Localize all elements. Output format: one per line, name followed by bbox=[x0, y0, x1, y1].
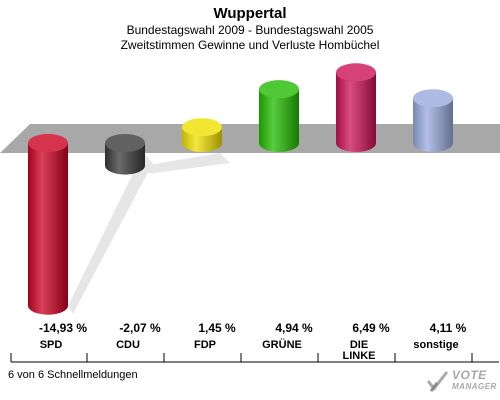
logo-text-manager: MANAGER bbox=[452, 382, 497, 391]
bar-grüne bbox=[259, 80, 299, 152]
value-label: 4,11 % bbox=[430, 321, 467, 335]
category-label: CDU bbox=[116, 339, 140, 351]
bar-bottom-cap bbox=[28, 296, 68, 315]
category-label: DIE bbox=[350, 339, 368, 351]
bar-bottom-cap bbox=[182, 134, 222, 152]
bar-body bbox=[336, 72, 376, 143]
bar-die-linke bbox=[336, 63, 376, 152]
category-label: LINKE bbox=[343, 350, 376, 362]
bar-top-cap bbox=[28, 134, 68, 152]
value-label: -14,93 % bbox=[39, 321, 87, 335]
bar-bottom-cap bbox=[259, 134, 299, 152]
chart-subtitle-elections: Bundestagswahl 2009 - Bundestagswahl 200… bbox=[126, 23, 374, 37]
bar-body bbox=[28, 143, 68, 306]
category-axis bbox=[10, 353, 499, 363]
vote-manager-logo: VOTE MANAGER bbox=[426, 367, 498, 395]
logo-text-vote: VOTE bbox=[452, 368, 487, 382]
bar-cdu bbox=[105, 134, 145, 175]
bar-top-cap bbox=[105, 134, 145, 152]
bars bbox=[28, 63, 453, 315]
value-labels: -14,93 % -2,07 % 1,45 % 4,94 % 6,49 % 4,11 % bbox=[39, 321, 467, 335]
bar-bottom-cap bbox=[105, 156, 145, 175]
category-label: SPD bbox=[40, 339, 63, 351]
bar-top-cap bbox=[336, 63, 376, 82]
bar-top-cap bbox=[182, 118, 222, 137]
bar-top-cap bbox=[413, 89, 453, 108]
value-label: 4,94 % bbox=[275, 321, 313, 335]
bar-shadow bbox=[145, 153, 230, 174]
bar-bottom-cap bbox=[413, 134, 453, 152]
category-label: sonstige bbox=[413, 339, 458, 351]
value-label: 6,49 % bbox=[352, 321, 390, 335]
checkmark-icon bbox=[427, 371, 448, 392]
bar-shadows bbox=[68, 153, 230, 314]
value-label: 1,45 % bbox=[198, 321, 236, 335]
footer-status: 6 von 6 Schnellmeldungen bbox=[8, 369, 138, 381]
chart-subtitle-district: Zweitstimmen Gewinne und Verluste Hombüc… bbox=[120, 38, 380, 52]
category-label: GRÜNE bbox=[262, 338, 302, 351]
bar-sonstige bbox=[413, 89, 453, 152]
bar-bottom-cap bbox=[336, 134, 376, 152]
value-label: -2,07 % bbox=[119, 321, 161, 335]
bar-shadow bbox=[68, 153, 153, 314]
chart-title: Wuppertal bbox=[213, 5, 287, 22]
bar-top-cap bbox=[259, 80, 299, 99]
category-label: FDP bbox=[194, 339, 216, 351]
bar-spd bbox=[28, 134, 68, 315]
bar-fdp bbox=[182, 118, 222, 152]
